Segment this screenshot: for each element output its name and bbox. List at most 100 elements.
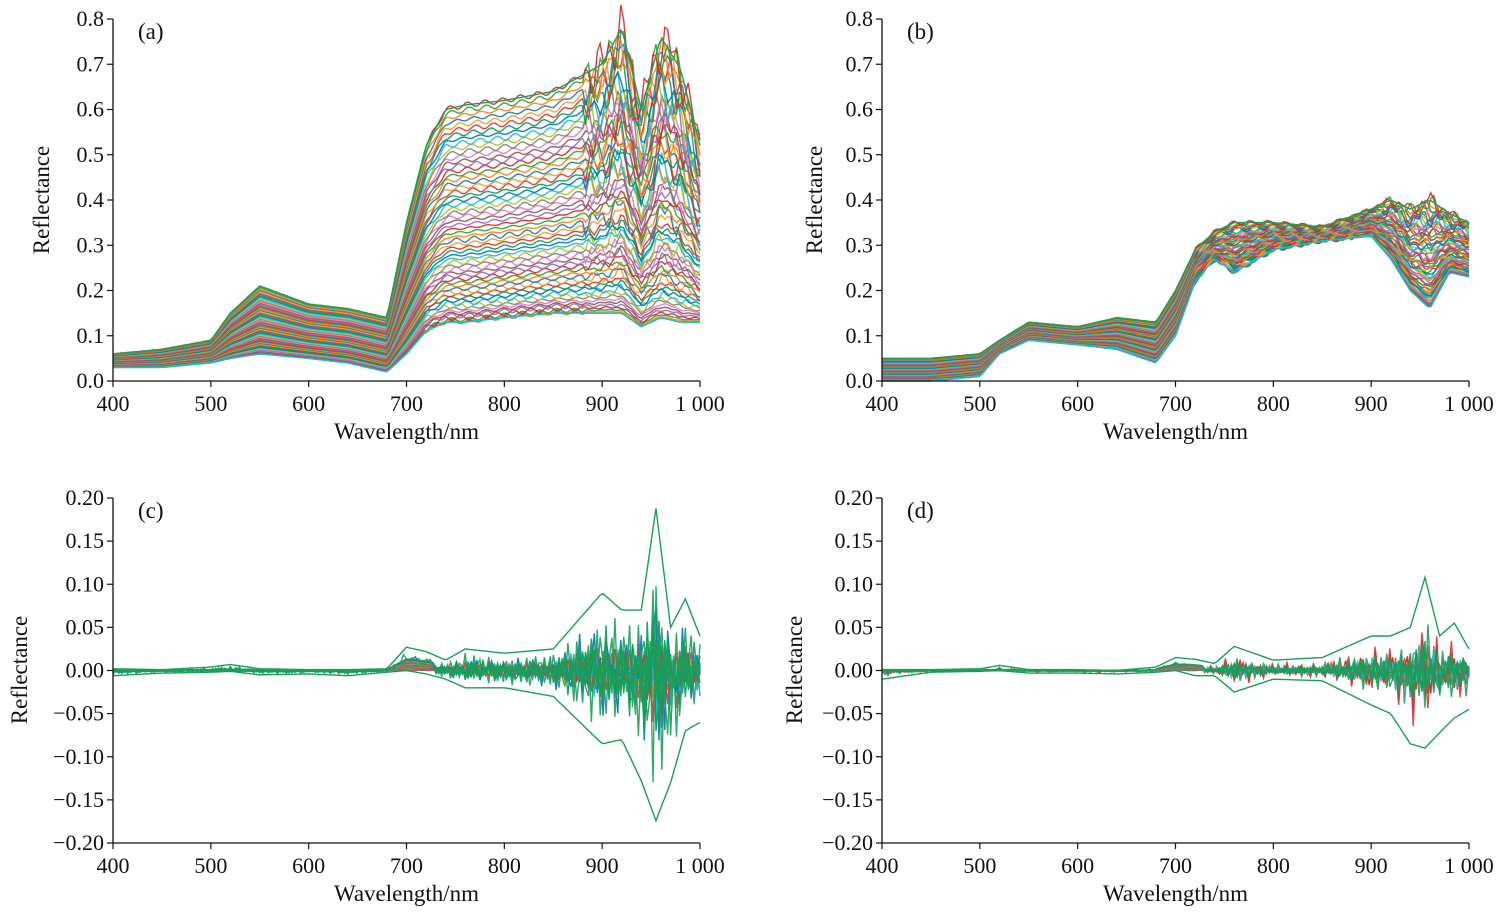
y-tick-label: 0.0 [846, 368, 874, 393]
axes: 400 500 600 700 800 900 1 000 0.0 0.1 0.2 0.3 0.4 0.… [802, 6, 1494, 444]
min-envelope-line [113, 312, 700, 373]
x-tick-label: 1 000 [1444, 853, 1494, 878]
x-tick-label: 900 [586, 853, 619, 878]
max-envelope-line [113, 508, 701, 671]
axes: 400 500 600 700 800 900 1 000 0.0 0.1 0.2 0.3 0.4 0.… [29, 6, 725, 444]
y-tick-label: 0.1 [846, 323, 874, 348]
axes: 400 500 600 700 800 900 1 000 0.20 0.15 0.10 0.05 0… [7, 485, 725, 906]
x-tick-label: 600 [292, 853, 325, 878]
y-tick-label: 0.7 [846, 51, 874, 76]
y-tick-label: 0.00 [66, 658, 105, 683]
x-axis-title: Wavelength/nm [334, 881, 479, 906]
y-tick-label: 0.5 [846, 142, 874, 167]
y-tick-label: −0.20 [822, 830, 873, 855]
spectrum-line [112, 586, 701, 783]
y-tick-label: 0.4 [846, 187, 874, 212]
spectra-lines [112, 508, 701, 823]
x-tick-label: 700 [1159, 391, 1192, 416]
x-tick-label: 800 [1257, 853, 1290, 878]
x-tick-label: 400 [866, 853, 899, 878]
panel-d: 400 500 600 700 800 900 1 000 0.20 0.15 0.10 0.05 0… [782, 485, 1494, 906]
y-tick-label: 0.2 [846, 278, 874, 303]
panel-b: 400 500 600 700 800 900 1 000 0.0 0.1 0.2 0.3 0.4 0.… [802, 6, 1494, 444]
x-tick-label: 1 000 [1444, 391, 1494, 416]
y-tick-label: −0.10 [53, 744, 104, 769]
y-axis-title: Reflectance [29, 146, 54, 255]
x-tick-label: 900 [1355, 853, 1388, 878]
spectra-lines [881, 574, 1470, 749]
y-axis-title: Reflectance [802, 146, 827, 255]
y-tick-label: 0.2 [77, 278, 105, 303]
y-tick-label: 0.20 [835, 485, 874, 510]
min-envelope-line [112, 669, 701, 823]
x-tick-label: 600 [1061, 391, 1094, 416]
panel-label: (b) [907, 19, 934, 44]
x-tick-label: 700 [390, 391, 423, 416]
y-tick-label: 0.05 [835, 614, 874, 639]
y-tick-label: 0.3 [77, 232, 105, 257]
y-tick-label: −0.20 [53, 830, 104, 855]
panel-label: (c) [138, 498, 164, 523]
y-tick-label: −0.15 [822, 787, 873, 812]
x-tick-label: 800 [1257, 391, 1290, 416]
y-axis-title: Reflectance [7, 616, 32, 725]
y-tick-label: 0.4 [77, 187, 105, 212]
y-tick-label: 0.7 [77, 51, 105, 76]
x-tick-label: 1 000 [675, 853, 725, 878]
x-tick-label: 500 [194, 853, 227, 878]
x-tick-label: 600 [1061, 853, 1094, 878]
x-tick-label: 500 [194, 391, 227, 416]
spectra-lines [112, 4, 701, 373]
y-tick-label: −0.05 [822, 701, 873, 726]
y-tick-label: 0.00 [835, 658, 874, 683]
spectrum-line [112, 639, 701, 703]
y-tick-label: 0.3 [846, 232, 874, 257]
min-envelope-line [882, 235, 1470, 382]
y-tick-label: −0.10 [822, 744, 873, 769]
x-tick-label: 800 [488, 391, 521, 416]
min-envelope-line [881, 669, 1470, 749]
x-tick-label: 400 [97, 853, 130, 878]
y-tick-label: 0.8 [846, 6, 874, 31]
y-tick-label: 0.5 [77, 142, 105, 167]
axes: 400 500 600 700 800 900 1 000 0.20 0.15 0.10 0.05 0… [782, 485, 1494, 906]
x-tick-label: 700 [390, 853, 423, 878]
max-envelope-line [112, 28, 701, 355]
y-tick-label: 0.05 [66, 614, 105, 639]
panel-label: (a) [138, 19, 164, 44]
x-axis-title: Wavelength/nm [1103, 881, 1248, 906]
x-tick-label: 600 [292, 391, 325, 416]
x-axis-title: Wavelength/nm [334, 419, 479, 444]
x-tick-label: 400 [866, 391, 899, 416]
y-tick-label: 0.15 [835, 528, 874, 553]
y-axis-title: Reflectance [782, 616, 807, 725]
y-tick-label: 0.10 [835, 571, 874, 596]
y-tick-label: 0.6 [846, 97, 874, 122]
y-tick-label: 0.20 [66, 485, 105, 510]
x-tick-label: 500 [963, 853, 996, 878]
y-tick-label: 0.10 [66, 571, 105, 596]
x-axis-title: Wavelength/nm [1103, 419, 1248, 444]
y-tick-label: 0.15 [66, 528, 105, 553]
x-tick-label: 900 [586, 391, 619, 416]
panel-a: 400 500 600 700 800 900 1 000 0.0 0.1 0.2 0.3 0.4 0.… [29, 4, 725, 444]
spectra-lines [882, 191, 1470, 382]
panel-label: (d) [907, 498, 934, 523]
x-tick-label: 400 [97, 391, 130, 416]
x-tick-label: 700 [1159, 853, 1192, 878]
x-tick-label: 1 000 [675, 391, 725, 416]
max-envelope-line [882, 199, 1470, 360]
x-tick-label: 900 [1355, 391, 1388, 416]
y-tick-label: −0.15 [53, 787, 104, 812]
y-tick-label: 0.1 [77, 323, 105, 348]
y-tick-label: 0.8 [77, 6, 105, 31]
panel-c: 400 500 600 700 800 900 1 000 0.20 0.15 0.10 0.05 0… [7, 485, 725, 906]
x-tick-label: 500 [963, 391, 996, 416]
x-tick-label: 800 [488, 853, 521, 878]
spectrum-line [881, 624, 1470, 708]
y-tick-label: −0.05 [53, 701, 104, 726]
y-tick-label: 0.0 [77, 368, 105, 393]
max-envelope-line [882, 574, 1470, 672]
y-tick-label: 0.6 [77, 97, 105, 122]
